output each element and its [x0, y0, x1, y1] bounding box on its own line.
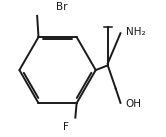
Text: NH₂: NH₂ [126, 27, 145, 37]
Text: F: F [63, 122, 69, 132]
Text: Br: Br [56, 2, 67, 12]
Text: OH: OH [126, 99, 142, 109]
